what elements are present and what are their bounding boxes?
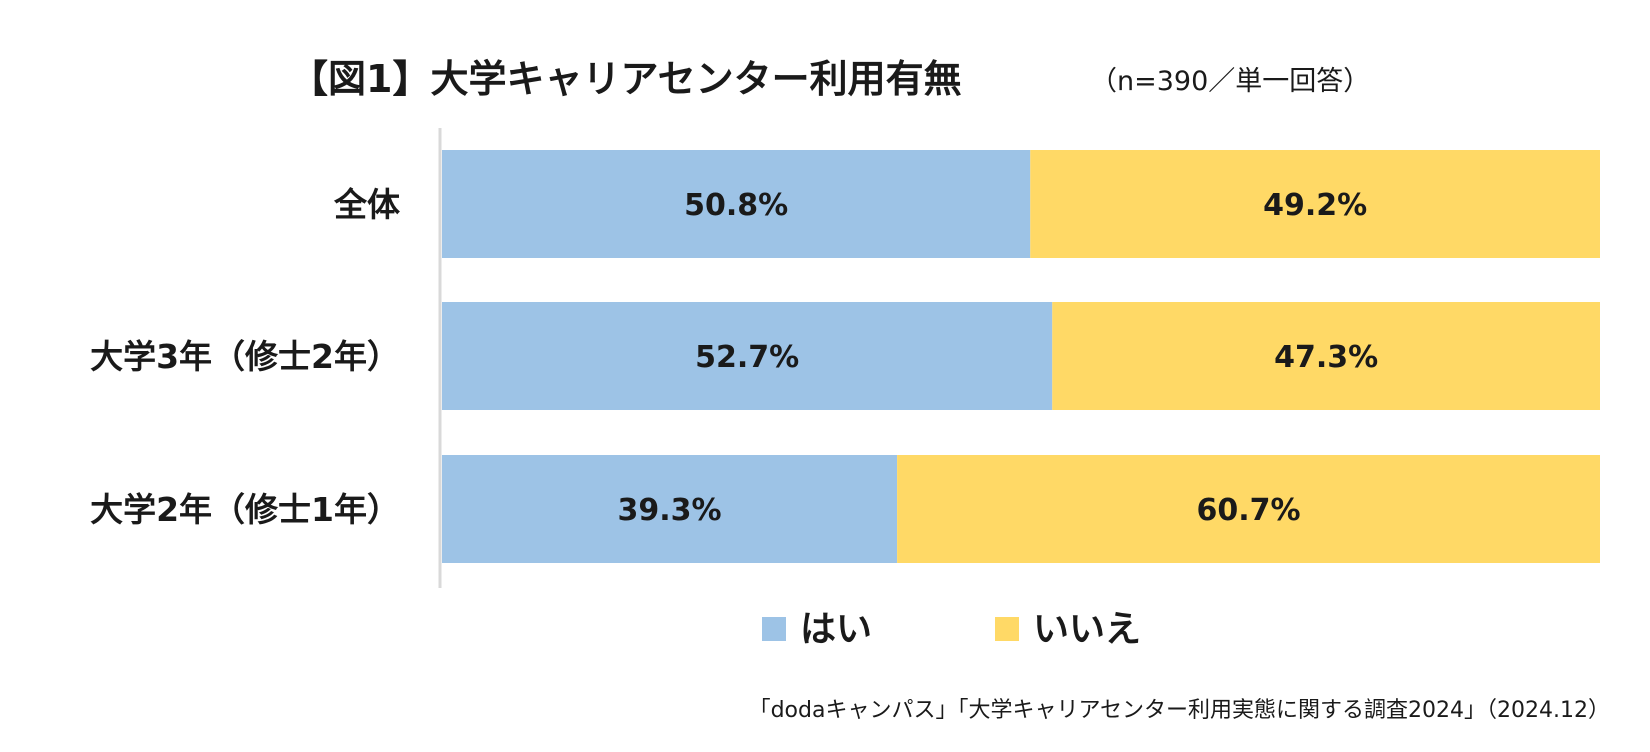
legend-swatch-yes xyxy=(762,617,786,641)
data-label: 50.8% xyxy=(684,188,788,223)
bar-segment-yes xyxy=(442,150,1031,258)
bar-segment-yes xyxy=(442,302,1053,410)
source-note: 「dodaキャンパス」「大学キャリアセンター利用実態に関する調査2024」（20… xyxy=(749,698,1610,723)
category-label: 大学3年（修士2年） xyxy=(90,337,400,376)
chart-subtitle: （n=390／単一回答） xyxy=(1090,66,1370,97)
data-label: 52.7% xyxy=(695,340,799,375)
legend-label: いいえ xyxy=(1033,609,1141,650)
legend: はい いいえ xyxy=(762,609,1141,650)
bars-group: 50.8% 49.2% 52.7% 47.3% 39.3% 60.7% xyxy=(442,150,1600,563)
bar-segment-no xyxy=(897,455,1600,563)
bar-segment-no xyxy=(1030,150,1600,258)
data-label: 39.3% xyxy=(618,493,722,528)
category-label: 全体 xyxy=(333,185,400,224)
chart-title: 【図1】大学キャリアセンター利用有無 xyxy=(290,57,962,101)
category-label: 大学2年（修士1年） xyxy=(90,490,400,529)
legend-swatch-no xyxy=(995,617,1019,641)
legend-label: はい xyxy=(800,609,872,650)
data-label: 49.2% xyxy=(1263,188,1367,223)
bar-segment-yes xyxy=(442,455,898,563)
data-label: 60.7% xyxy=(1197,493,1301,528)
data-label: 47.3% xyxy=(1274,340,1378,375)
bar-segment-no xyxy=(1052,302,1600,410)
